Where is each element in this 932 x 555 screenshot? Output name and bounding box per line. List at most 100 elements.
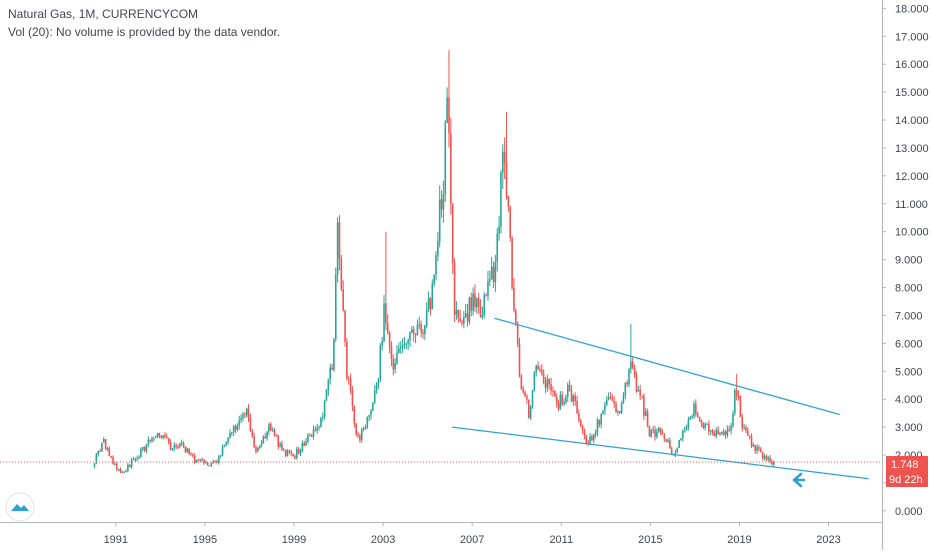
trendline-lower[interactable] [452,426,869,480]
candle [325,388,328,402]
candle-body [201,459,203,461]
candle-body [659,428,662,432]
candle-body [602,410,604,415]
candle [373,385,376,405]
candle [231,431,233,437]
candle-body [557,403,560,409]
candle [164,431,166,439]
candle-body [639,389,641,396]
candle [403,336,406,349]
candle [127,462,129,473]
candle-body [193,455,196,463]
candle-body [739,396,742,417]
candle-body [730,426,732,431]
candle [637,385,640,392]
candle [691,414,693,419]
time-axis[interactable]: 1991 1995 1999 2003 2007 2011 2015 2019 2023 [0,522,882,546]
candle-body [667,440,669,442]
candle-body [342,289,344,311]
candle-body [440,199,443,210]
candle [535,364,538,377]
candle [756,444,758,454]
candle [269,421,272,431]
brand-logo[interactable] [5,492,35,522]
scroll-to-realtime-button[interactable] [788,472,806,488]
candle-body [596,419,599,433]
candle [153,437,155,442]
candle-body [218,456,220,463]
candle-body [709,430,712,432]
candle-body [767,457,770,460]
candle [171,447,174,451]
candle [605,396,608,406]
candle [745,424,747,434]
candle-body [336,222,339,275]
candle [375,382,378,394]
candle [657,426,660,433]
candle-body [143,447,146,451]
price-tick-label: 10.000 [895,227,929,239]
candle [754,444,757,454]
candle-body [700,419,703,423]
time-tick-label: 2019 [727,534,751,546]
candle-body [600,414,602,425]
candle [132,456,135,461]
candle [273,428,276,437]
candle [646,408,649,428]
candle-body [294,455,296,459]
candle [544,376,547,394]
candle-body [385,303,387,324]
candle-body [418,324,421,326]
candle-body [140,448,142,457]
candle-body [450,133,452,204]
candle [633,364,636,379]
candle-body [520,375,523,390]
candle-body [355,423,357,435]
candle-body [695,403,697,414]
candle [295,446,298,460]
candle [509,205,512,242]
candle-body [303,443,306,446]
candle [639,384,641,400]
symbol-title[interactable]: Natural Gas, 1M, CURRENCYCOM [8,7,199,21]
candle-body [566,384,569,397]
candle [676,447,679,453]
candle-body [312,429,315,437]
price-tick-label: 15.000 [895,87,929,99]
candle-body [652,429,654,431]
candle [628,367,630,388]
candle-body [761,451,764,459]
candle-body [446,97,448,123]
candle [418,316,421,330]
price-tick-label: 18.000 [895,3,929,15]
candle [216,459,218,464]
candle [626,379,628,387]
candle-body [409,332,411,340]
candle [360,427,363,443]
candle [524,390,526,398]
candle [448,50,450,148]
candle [431,279,434,310]
candle-body [563,402,565,405]
candle-body [329,367,331,379]
candle [591,434,593,442]
trendlines-layer[interactable] [452,317,869,480]
candle-body [537,365,539,370]
candle-body [472,293,474,311]
candle-body [253,436,255,448]
candle-body [618,411,621,414]
candle [622,392,625,404]
candle [117,468,120,472]
candle-body [377,379,380,383]
candle [511,235,513,291]
candle-body [553,391,556,397]
candle-body [427,298,430,310]
candle-body [646,411,649,426]
trendline-upper[interactable] [494,317,840,416]
candle-body [643,395,645,416]
candle [459,309,461,323]
candle [93,463,96,469]
candle-body [199,459,202,461]
